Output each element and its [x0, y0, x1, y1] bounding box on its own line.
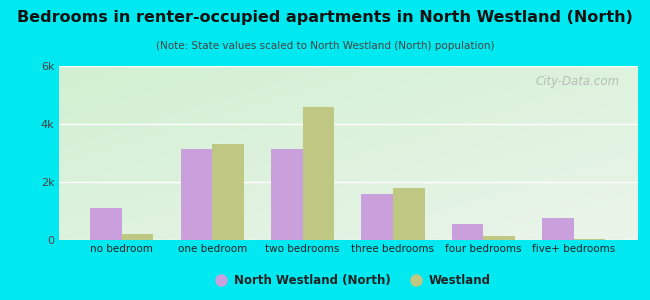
Bar [212, 144, 244, 240]
Bar [302, 106, 334, 240]
Text: City-Data.com: City-Data.com [536, 75, 619, 88]
Text: Bedrooms in renter-occupied apartments in North Westland (North): Bedrooms in renter-occupied apartments i… [17, 10, 633, 25]
Bar [361, 194, 393, 240]
Text: North Westland (North): North Westland (North) [234, 274, 391, 287]
Bar [452, 224, 484, 240]
Text: (Note: State values scaled to North Westland (North) population): (Note: State values scaled to North West… [156, 41, 494, 51]
Bar [181, 148, 212, 240]
Text: Westland: Westland [429, 274, 491, 287]
Bar [122, 234, 153, 240]
Bar [484, 236, 515, 240]
Bar [90, 208, 122, 240]
Bar [542, 218, 574, 240]
Bar [271, 148, 302, 240]
Bar [393, 188, 424, 240]
Bar [574, 239, 605, 240]
